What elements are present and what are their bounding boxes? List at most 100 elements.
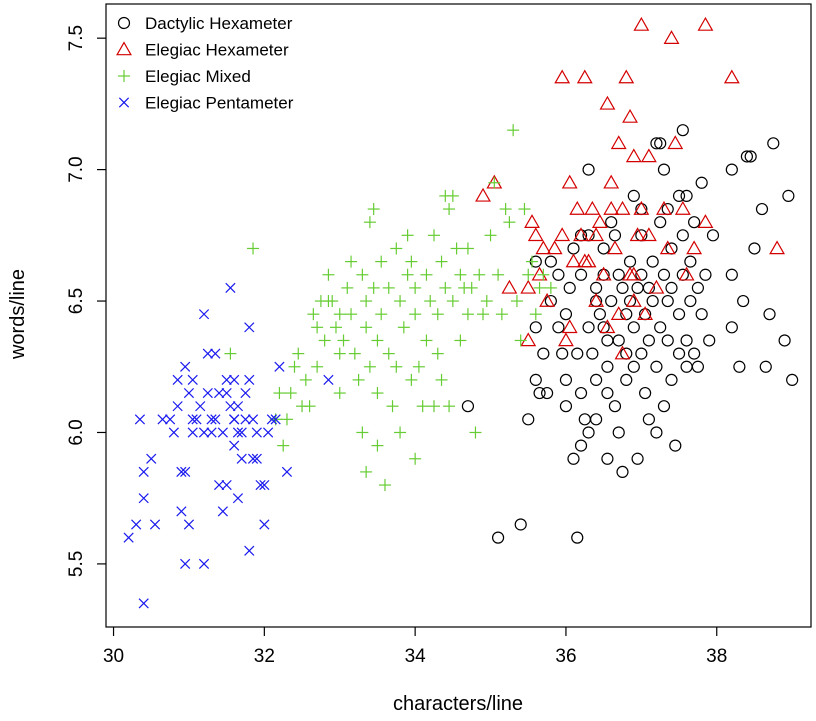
point-cross-series-4 <box>251 453 262 464</box>
point-plus-series-3 <box>477 308 490 321</box>
point-triangle-series-2 <box>637 306 654 320</box>
point-circle-series-1 <box>559 373 573 387</box>
point-plus-series-3 <box>367 281 380 294</box>
point-circle-series-1 <box>676 124 689 137</box>
point-plus-series-3 <box>273 387 286 400</box>
plot-frame <box>105 3 812 628</box>
point-plus-series-3 <box>363 360 376 373</box>
point-plus-series-3 <box>427 400 440 413</box>
point-cross-series-4 <box>266 414 277 425</box>
point-circle-series-1 <box>642 413 655 426</box>
point-plus-series-3 <box>446 189 459 202</box>
point-cross-series-4 <box>259 479 270 491</box>
y-tick-label: 7.0 <box>66 156 87 182</box>
point-plus-series-3 <box>371 439 384 452</box>
point-cross-series-4 <box>229 414 240 425</box>
point-triangle-series-2 <box>520 279 537 294</box>
point-circle-series-1 <box>767 137 780 150</box>
point-cross-series-4 <box>229 374 240 386</box>
point-triangle-series-2 <box>769 240 786 255</box>
point-plus-series-3 <box>360 465 373 478</box>
point-plus-series-3 <box>454 268 467 281</box>
point-circle-series-1 <box>623 255 637 268</box>
point-cross-series-4 <box>195 401 206 412</box>
point-circle-series-1 <box>676 229 689 242</box>
point-circle-series-1 <box>650 137 663 150</box>
point-circle-series-1 <box>688 216 701 229</box>
point-plus-series-3 <box>401 229 414 242</box>
point-plus-series-3 <box>412 360 425 373</box>
point-circle-series-1 <box>529 373 542 387</box>
point-plus-series-3 <box>431 347 444 360</box>
point-cross-series-4 <box>225 401 236 412</box>
x-tick-label: 38 <box>706 646 727 667</box>
point-circle-series-1 <box>552 268 565 281</box>
point-cross-series-4 <box>198 558 210 570</box>
point-cross-series-4 <box>232 401 244 412</box>
point-triangle-series-2 <box>633 200 650 215</box>
legend-marker-circle <box>117 16 131 30</box>
point-triangle-series-2 <box>678 266 695 281</box>
point-circle-series-1 <box>657 400 671 413</box>
point-cross-series-4 <box>281 466 293 478</box>
point-plus-series-3 <box>303 400 316 413</box>
point-circle-series-1 <box>646 294 659 308</box>
point-plus-series-3 <box>473 268 486 281</box>
point-cross-series-4 <box>187 414 198 425</box>
point-triangle-series-2 <box>599 319 616 334</box>
point-plus-series-3 <box>371 387 384 400</box>
point-triangle-series-2 <box>723 69 740 84</box>
point-plus-series-3 <box>469 426 482 439</box>
point-circle-series-1 <box>616 465 629 479</box>
point-plus-series-3 <box>382 347 395 360</box>
point-plus-series-3 <box>345 255 358 268</box>
point-circle-series-1 <box>590 281 603 294</box>
point-circle-series-1 <box>642 334 655 347</box>
point-circle-series-1 <box>654 137 667 150</box>
x-tick-label: 36 <box>555 646 576 667</box>
point-cross-series-4 <box>221 479 232 491</box>
point-circle-series-1 <box>567 452 580 465</box>
point-plus-series-3 <box>450 242 463 255</box>
point-circle-series-1 <box>563 281 576 294</box>
legend-item: Elegiac Pentameter <box>118 94 294 113</box>
point-plus-series-3 <box>224 347 237 360</box>
y-tick-label: 7.5 <box>66 25 87 51</box>
point-plus-series-3 <box>333 347 346 360</box>
point-circle-series-1 <box>691 281 704 294</box>
point-triangle-series-2 <box>640 227 657 242</box>
point-triangle-series-2 <box>610 135 627 150</box>
point-plus-series-3 <box>409 452 422 465</box>
point-circle-series-1 <box>725 163 738 176</box>
point-cross-series-4 <box>232 493 244 504</box>
point-plus-series-3 <box>394 426 407 439</box>
point-cross-series-4 <box>247 453 259 464</box>
y-tick-label: 6.5 <box>66 288 87 314</box>
point-triangle-series-2 <box>656 200 672 215</box>
point-circle-series-1 <box>733 360 746 373</box>
point-cross-series-4 <box>180 466 191 478</box>
point-triangle-series-2 <box>580 253 597 268</box>
point-circle-series-1 <box>556 347 569 360</box>
point-circle-series-1 <box>725 321 738 334</box>
point-circle-series-1 <box>688 347 701 360</box>
point-circle-series-1 <box>699 268 712 281</box>
point-plus-series-3 <box>526 255 539 268</box>
point-circle-series-1 <box>661 334 674 347</box>
point-triangle-series-2 <box>629 227 646 242</box>
point-cross-series-4 <box>210 348 221 359</box>
point-plus-series-3 <box>390 242 403 255</box>
point-circle-series-1 <box>571 347 584 360</box>
point-circle-series-1 <box>544 255 557 268</box>
point-triangle-series-2 <box>539 292 556 307</box>
point-plus-series-3 <box>461 242 474 255</box>
point-triangle-series-2 <box>595 266 612 281</box>
point-cross-series-4 <box>176 466 187 478</box>
point-triangle-series-2 <box>667 135 684 150</box>
point-plus-series-3 <box>337 334 350 347</box>
y-axis: 5.5 6.0 6.5 7.0 7.5 <box>66 25 106 577</box>
point-plus-series-3 <box>394 295 407 308</box>
point-circle-series-1 <box>654 321 667 334</box>
point-triangle-series-2 <box>531 266 548 281</box>
point-circle-series-1 <box>582 426 595 439</box>
